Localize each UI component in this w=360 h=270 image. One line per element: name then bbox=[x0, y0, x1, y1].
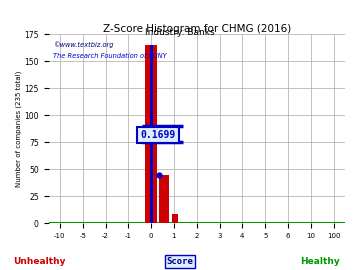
Bar bbox=[145, 45, 157, 223]
Text: Score: Score bbox=[167, 257, 193, 266]
Text: ©www.textbiz.org: ©www.textbiz.org bbox=[53, 42, 113, 48]
Text: 0.1699: 0.1699 bbox=[140, 130, 176, 140]
Text: Healthy: Healthy bbox=[301, 257, 340, 266]
Text: Industry: Banks: Industry: Banks bbox=[145, 28, 215, 37]
Text: The Research Foundation of SUNY: The Research Foundation of SUNY bbox=[53, 53, 167, 59]
Bar bbox=[158, 175, 169, 223]
Bar bbox=[150, 45, 153, 223]
Bar bbox=[172, 214, 178, 223]
Title: Z-Score Histogram for CHMG (2016): Z-Score Histogram for CHMG (2016) bbox=[103, 25, 291, 35]
Text: Unhealthy: Unhealthy bbox=[13, 257, 66, 266]
Y-axis label: Number of companies (235 total): Number of companies (235 total) bbox=[15, 70, 22, 187]
